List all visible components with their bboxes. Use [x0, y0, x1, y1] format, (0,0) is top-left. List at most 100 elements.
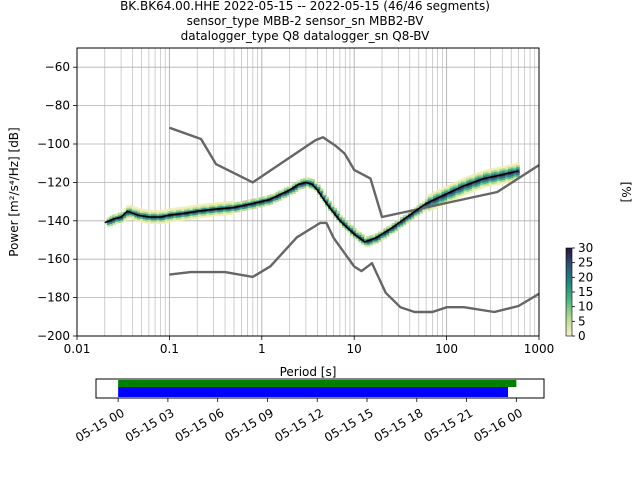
- density-cell: [449, 195, 454, 198]
- density-cell: [245, 205, 249, 209]
- density-cell: [427, 199, 432, 203]
- colorbar-gradient: [565, 247, 573, 337]
- density-cell: [507, 174, 512, 177]
- density-cell: [142, 220, 147, 224]
- density-cell: [477, 187, 481, 190]
- density-cell: [502, 175, 506, 179]
- density-cell: [269, 196, 274, 199]
- density-cell: [195, 216, 199, 219]
- density-cell: [317, 188, 321, 192]
- density-cell: [411, 212, 415, 216]
- coverage-tick-label: 05-15 15: [322, 406, 376, 445]
- density-cell: [491, 177, 495, 181]
- density-cell: [175, 216, 180, 220]
- density-cell: [134, 216, 138, 220]
- density-cell: [408, 216, 412, 220]
- density-cell: [134, 210, 138, 214]
- density-cell: [364, 238, 368, 241]
- density-cell: [411, 216, 415, 220]
- density-cell: [247, 201, 252, 205]
- density-cell: [438, 196, 443, 200]
- density-cell: [364, 236, 368, 239]
- density-cell: [482, 175, 487, 179]
- density-cell: [145, 219, 150, 222]
- density-cell: [482, 183, 487, 186]
- density-cell: [109, 215, 114, 219]
- density-cell: [408, 214, 412, 218]
- density-cell: [186, 207, 191, 211]
- density-cell: [394, 220, 399, 224]
- density-cell: [375, 237, 379, 240]
- density-cell: [186, 209, 191, 213]
- density-cell: [505, 178, 509, 182]
- density-cell: [485, 182, 490, 186]
- density-cell: [258, 198, 263, 202]
- density-cell: [366, 236, 371, 239]
- density-cell: [250, 198, 255, 202]
- density-cell: [209, 210, 213, 214]
- density-cell: [151, 221, 155, 225]
- density-cell: [458, 181, 462, 185]
- density-cell: [164, 209, 169, 212]
- density-cell: [471, 185, 476, 189]
- y-tick-label: −160: [37, 252, 70, 266]
- density-cell: [502, 181, 506, 184]
- density-cell: [502, 179, 506, 182]
- density-cell: [156, 213, 161, 217]
- density-cell: [491, 181, 495, 185]
- density-cell: [228, 210, 233, 214]
- density-cell: [231, 208, 235, 211]
- density-cell: [469, 175, 473, 178]
- density-cell: [496, 178, 501, 182]
- density-cell: [137, 208, 141, 211]
- density-cell: [314, 181, 318, 185]
- density-cell: [449, 198, 454, 202]
- density-cell: [148, 209, 152, 213]
- density-cell: [427, 193, 432, 197]
- density-cell: [422, 201, 426, 204]
- density-cell: [148, 219, 152, 223]
- density-cell: [435, 199, 440, 203]
- density-cell: [466, 176, 470, 179]
- density-cell: [126, 211, 130, 214]
- density-cell: [469, 184, 473, 188]
- density-cell: [283, 187, 288, 191]
- density-cell: [502, 165, 506, 169]
- density-cell: [317, 184, 321, 188]
- density-cell: [402, 220, 407, 224]
- density-cell: [153, 211, 158, 215]
- density-cell: [292, 189, 296, 192]
- density-cell: [447, 198, 451, 201]
- density-cell: [458, 187, 462, 190]
- density-cell: [397, 226, 401, 230]
- density-cell: [292, 191, 296, 194]
- colorbar-tick-label: 30: [578, 241, 593, 255]
- density-cell: [123, 219, 127, 222]
- density-cell: [239, 208, 244, 212]
- density-cell: [325, 204, 329, 208]
- density-cell: [139, 210, 144, 214]
- density-cell: [261, 202, 266, 205]
- density-cell: [430, 198, 434, 201]
- density-cell: [289, 192, 293, 196]
- density-cell: [449, 187, 454, 190]
- density-cell: [369, 237, 374, 240]
- density-cell: [452, 189, 457, 193]
- density-cell: [117, 212, 122, 216]
- density-cell: [491, 179, 495, 183]
- density-cell: [444, 191, 448, 195]
- density-cell: [228, 208, 233, 212]
- density-cell: [435, 205, 440, 208]
- density-cell: [167, 210, 172, 213]
- density-cell: [372, 239, 376, 243]
- density-cell: [452, 197, 457, 201]
- density-cell: [325, 198, 329, 202]
- density-cell: [433, 193, 437, 196]
- density-cell: [433, 197, 437, 200]
- density-cell: [234, 208, 238, 211]
- density-cell: [496, 180, 501, 183]
- density-cell: [364, 244, 368, 247]
- density-cell: [444, 195, 448, 199]
- density-cell: [278, 194, 282, 197]
- density-cell: [333, 215, 338, 219]
